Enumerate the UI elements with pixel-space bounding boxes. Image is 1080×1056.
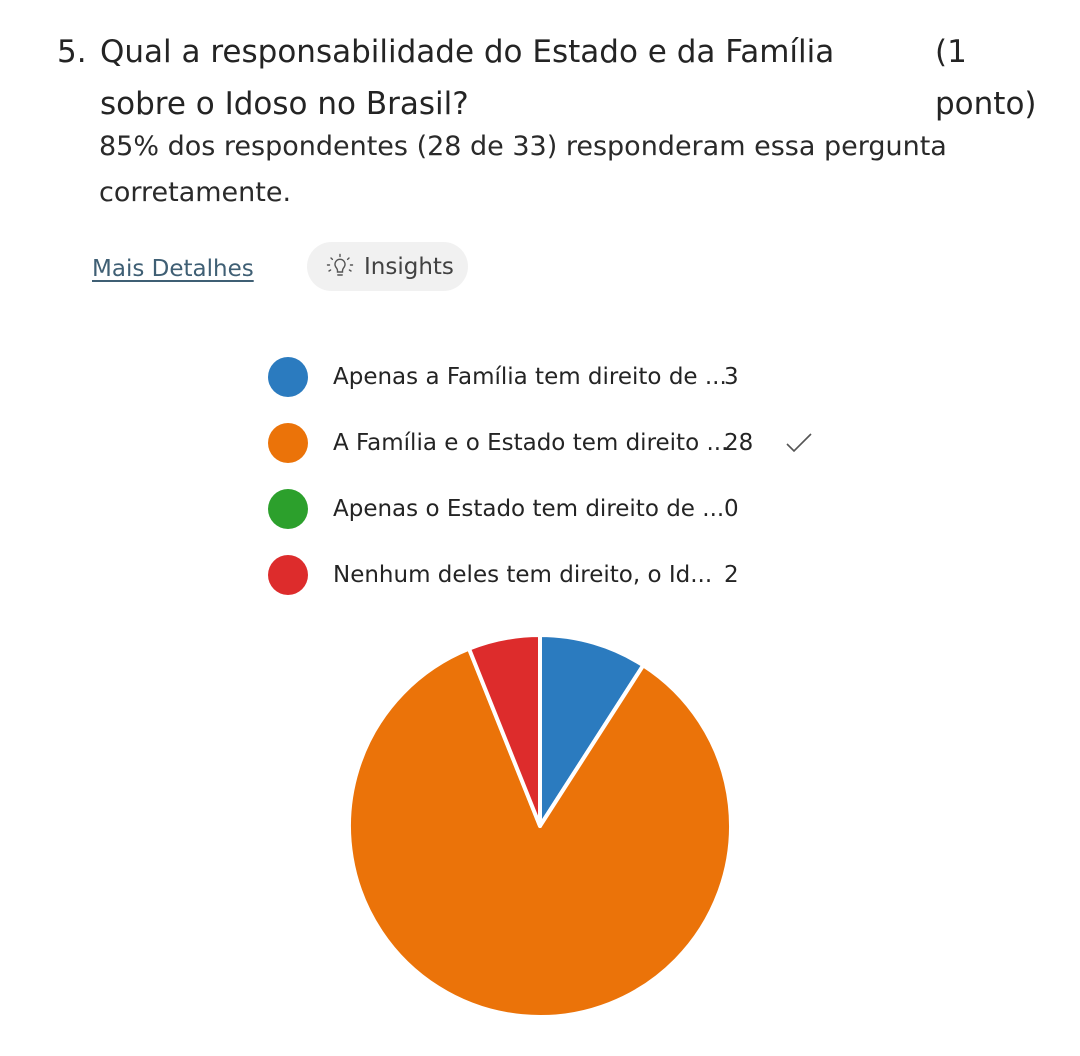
checkmark-icon [786,433,812,453]
question-text: Qual a responsabilidade do Estado e da F… [100,34,835,122]
legend-item: A Família e o Estado tem direito ... 28 [268,418,868,468]
legend-label: Apenas o Estado tem direito de ... [333,496,725,522]
question-header: 5. Qual a responsabilidade do Estado e d… [57,20,1057,130]
legend-swatch [268,423,308,463]
legend-label: Nenhum deles tem direito, o Id... [333,562,713,588]
legend-label: A Família e o Estado tem direito ... [333,430,729,456]
pie-slice [538,633,646,828]
response-summary: 85% dos respondentes (28 de 33) responde… [99,131,947,208]
insights-button[interactable]: Insights [307,242,468,291]
legend-swatch [268,489,308,529]
legend-swatch [268,357,308,397]
legend-count: 2 [724,562,739,588]
legend-count: 0 [724,496,739,522]
legend-item: Nenhum deles tem direito, o Id... 2 [268,550,868,600]
legend-item: Apenas o Estado tem direito de ... 0 [268,484,868,534]
more-details-link[interactable]: Mais Detalhes [92,256,254,282]
legend-item: Apenas a Família tem direito de ... 3 [268,352,868,402]
pie-chart [347,633,733,1019]
question-number: 5. [57,34,87,70]
pie-slice [467,633,542,828]
legend-label: Apenas a Família tem direito de ... [333,364,727,390]
insights-label: Insights [364,253,454,280]
legend-count: 28 [724,430,754,456]
lightbulb-icon [326,253,354,276]
legend-count: 3 [724,364,739,390]
question-points: (1 ponto) [935,34,1037,122]
pie-slice [347,646,733,1019]
legend-swatch [268,555,308,595]
